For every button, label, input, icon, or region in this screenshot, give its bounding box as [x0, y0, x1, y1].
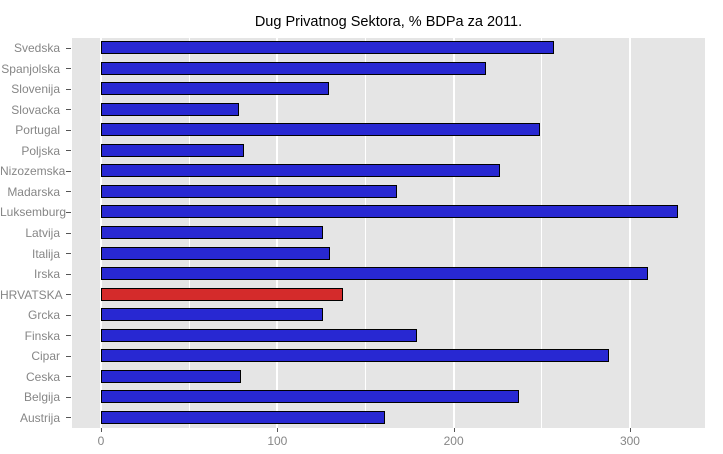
y-tick-mark — [66, 129, 71, 131]
y-axis-label: Grcka — [27, 308, 60, 323]
x-tick-mark — [453, 428, 455, 432]
x-tick-label: 100 — [267, 434, 288, 448]
y-axis-label: HRVATSKA — [0, 287, 63, 302]
y-tick-mark — [66, 88, 71, 90]
bar-spanjolska — [101, 61, 486, 75]
y-axis-label: Cipar — [31, 349, 60, 364]
bar-irska — [101, 267, 648, 281]
y-tick-mark — [66, 376, 71, 378]
y-tick-mark — [66, 294, 71, 296]
gridline-major — [628, 38, 631, 428]
bar-italija — [101, 246, 331, 260]
y-axis-label: Italija — [31, 246, 60, 261]
y-axis-label: Slovenija — [11, 82, 60, 97]
x-tick-mark — [629, 428, 631, 432]
y-tick-mark — [66, 232, 71, 234]
gridline-minor — [541, 38, 543, 428]
y-tick-mark — [66, 335, 71, 337]
y-tick-mark — [66, 314, 71, 316]
bar-luksemburg — [101, 205, 678, 219]
x-tick-mark — [101, 428, 102, 432]
bar-madarska — [101, 184, 398, 198]
bar-svedska — [101, 41, 555, 55]
y-axis-label: Poljska — [21, 143, 60, 158]
y-tick-mark — [66, 253, 71, 255]
bar-cipar — [101, 349, 610, 363]
y-axis-label: Nizozemska — [0, 164, 66, 179]
y-tick-mark — [66, 47, 71, 49]
y-axis-label: Portugal — [15, 123, 60, 138]
y-axis-label: Irska — [33, 267, 60, 282]
bar-portugal — [101, 123, 541, 137]
y-axis-label: Spanjolska — [1, 61, 60, 76]
x-tick-label: 300 — [619, 434, 640, 448]
y-axis-label: Latvija — [25, 226, 60, 240]
y-tick-mark — [66, 417, 71, 419]
y-tick-mark — [66, 150, 71, 152]
y-axis-label: Svedska — [13, 41, 60, 56]
bar-latvija — [101, 226, 324, 239]
gridline-major — [452, 38, 455, 428]
y-tick-mark — [66, 355, 71, 357]
y-tick-mark — [66, 191, 71, 193]
y-tick-mark — [66, 211, 71, 213]
plot-panel — [72, 38, 705, 428]
bar-hrvatska — [101, 287, 343, 301]
bar-ceska — [101, 369, 241, 383]
y-tick-mark — [66, 396, 71, 398]
bar-slovacka — [101, 102, 239, 116]
y-axis-label: Austrija — [19, 410, 60, 425]
bar-belgija — [101, 390, 520, 404]
x-tick-label: 0 — [97, 434, 105, 448]
y-tick-mark — [66, 68, 71, 70]
y-axis-label: Finska — [24, 328, 60, 343]
bar-poljska — [101, 143, 245, 157]
y-axis-label: Madarska — [7, 184, 60, 199]
bar-nizozemska — [101, 164, 500, 178]
y-axis-label: Slovacka — [11, 102, 60, 117]
bar-finska — [101, 328, 417, 342]
bar-austrija — [101, 410, 386, 424]
y-tick-mark — [66, 109, 71, 111]
x-tick-label: 200 — [443, 434, 464, 448]
x-tick-mark — [277, 428, 279, 432]
gridline-minor — [364, 38, 366, 428]
y-axis-label: Luksemburg — [0, 205, 67, 220]
bar-slovenija — [101, 82, 329, 96]
chart-title: Dug Privatnog Sektora, % BDPa za 2011. — [254, 14, 523, 30]
y-tick-mark — [66, 170, 71, 172]
y-axis-label: Ceska — [25, 369, 60, 384]
y-tick-mark — [66, 273, 71, 275]
y-axis-label: Belgija — [23, 390, 60, 405]
bar-grcka — [101, 308, 324, 322]
